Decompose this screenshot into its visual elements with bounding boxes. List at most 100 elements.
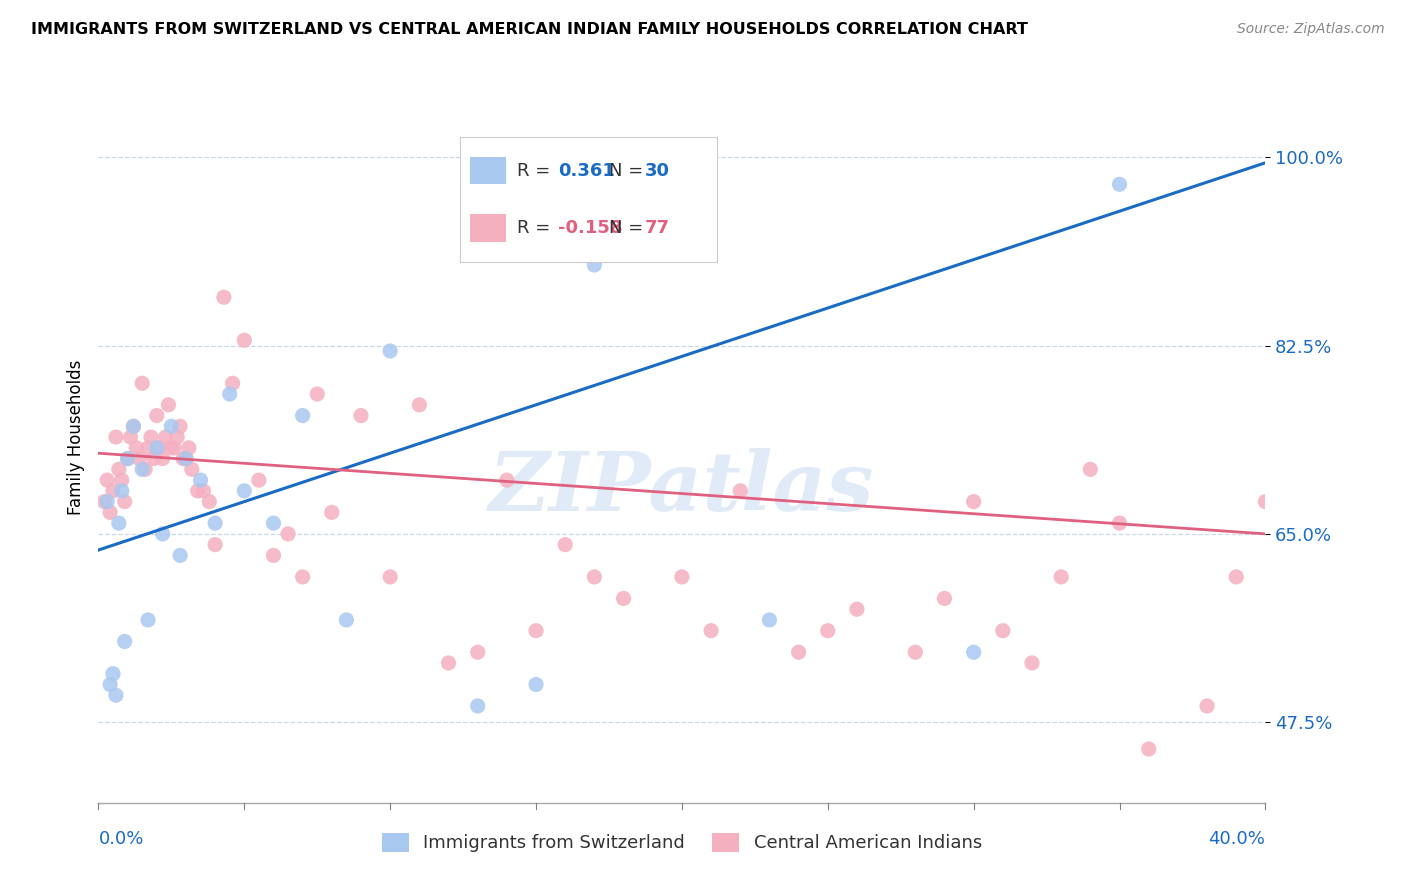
Point xyxy=(108,462,131,476)
Point xyxy=(117,451,139,466)
Point xyxy=(962,494,984,508)
Point xyxy=(1021,656,1043,670)
Point xyxy=(174,451,197,466)
Point xyxy=(198,494,221,508)
Point xyxy=(134,462,156,476)
Point xyxy=(233,483,256,498)
Point xyxy=(991,624,1014,638)
Point xyxy=(218,387,240,401)
Point xyxy=(1108,516,1130,530)
Point xyxy=(93,494,115,508)
Point xyxy=(554,538,576,552)
Point xyxy=(152,451,174,466)
Point xyxy=(1225,570,1247,584)
Point xyxy=(1400,527,1406,541)
Point xyxy=(122,419,145,434)
Point xyxy=(408,398,430,412)
Point xyxy=(904,645,927,659)
Point xyxy=(846,602,869,616)
Point xyxy=(166,430,188,444)
Point xyxy=(583,258,606,272)
Point xyxy=(307,387,329,401)
Point xyxy=(671,570,693,584)
Point xyxy=(1284,462,1306,476)
Text: ZIPatlas: ZIPatlas xyxy=(489,449,875,528)
Point xyxy=(1050,570,1073,584)
Point xyxy=(1197,698,1219,713)
Point xyxy=(1341,838,1364,853)
Point xyxy=(98,505,121,519)
Point xyxy=(177,441,200,455)
Point xyxy=(817,624,839,638)
Point xyxy=(111,483,134,498)
Point xyxy=(101,483,124,498)
Point xyxy=(193,483,215,498)
Point xyxy=(104,430,127,444)
Point xyxy=(125,441,148,455)
Point xyxy=(146,441,169,455)
Point xyxy=(131,462,153,476)
Point xyxy=(152,527,174,541)
Point xyxy=(98,677,121,691)
Point xyxy=(263,516,285,530)
Point xyxy=(180,462,202,476)
Point xyxy=(139,430,162,444)
Point xyxy=(1371,462,1393,476)
Point xyxy=(524,677,547,691)
Point xyxy=(1108,178,1130,192)
Point xyxy=(101,666,124,681)
Point xyxy=(163,441,186,455)
Point xyxy=(335,613,357,627)
Point xyxy=(96,473,118,487)
Point xyxy=(934,591,956,606)
Point xyxy=(437,656,460,670)
Point xyxy=(700,624,723,638)
Point xyxy=(204,516,226,530)
Point xyxy=(174,451,197,466)
Point xyxy=(108,516,131,530)
Point xyxy=(380,344,402,359)
Point xyxy=(190,473,212,487)
Point xyxy=(291,570,314,584)
Point xyxy=(114,494,136,508)
Point xyxy=(136,613,159,627)
Point xyxy=(524,624,547,638)
Point xyxy=(111,473,134,487)
Point xyxy=(233,333,256,347)
Point xyxy=(160,441,183,455)
Point xyxy=(146,409,169,423)
Point xyxy=(1080,462,1102,476)
Point xyxy=(172,451,194,466)
Point xyxy=(157,398,180,412)
Point xyxy=(263,549,285,563)
Point xyxy=(120,430,142,444)
Point xyxy=(117,451,139,466)
Point xyxy=(291,409,314,423)
Point xyxy=(277,527,299,541)
Point xyxy=(187,483,209,498)
Y-axis label: Family Households: Family Households xyxy=(66,359,84,515)
Point xyxy=(114,634,136,648)
Point xyxy=(467,698,489,713)
Point xyxy=(730,483,752,498)
Point xyxy=(1313,731,1336,746)
Point xyxy=(104,688,127,702)
Text: Source: ZipAtlas.com: Source: ZipAtlas.com xyxy=(1237,22,1385,37)
Point xyxy=(247,473,270,487)
Point xyxy=(350,409,373,423)
Point xyxy=(96,494,118,508)
Point xyxy=(758,613,780,627)
Text: 0.0%: 0.0% xyxy=(98,830,143,847)
Point xyxy=(221,376,243,391)
Point xyxy=(1137,742,1160,756)
Point xyxy=(613,591,636,606)
Point xyxy=(204,538,226,552)
Point xyxy=(787,645,810,659)
Point xyxy=(169,549,191,563)
Point xyxy=(496,473,519,487)
Point xyxy=(212,290,235,304)
Point xyxy=(1254,494,1277,508)
Point xyxy=(467,645,489,659)
Point xyxy=(962,645,984,659)
Point xyxy=(149,441,172,455)
